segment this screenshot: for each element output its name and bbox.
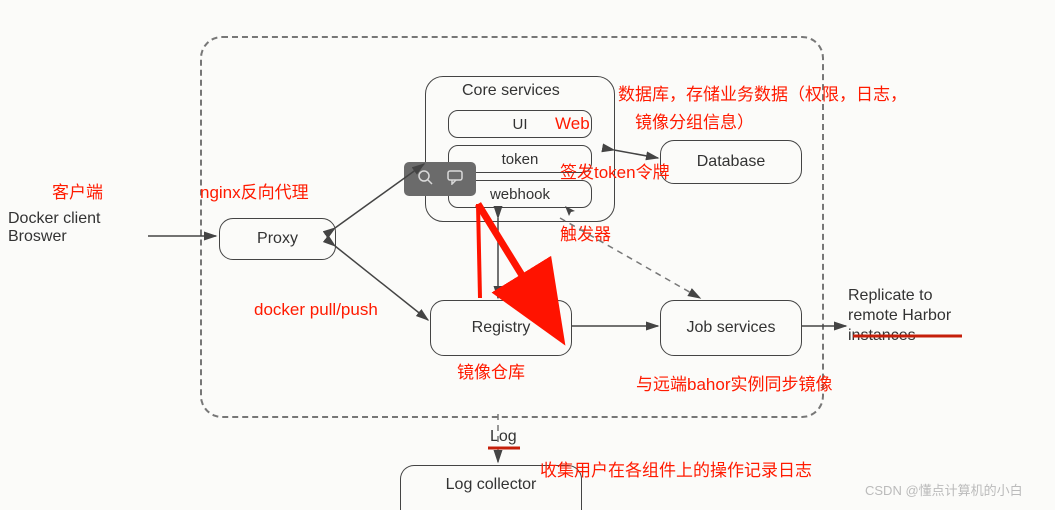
proxy-label: Proxy [257,230,298,248]
watermark: CSDN @懂点计算机的小白 [865,480,1023,499]
anno-dbinfo: 数据库，存储业务数据（权限，日志， [618,80,907,105]
core-ui-label: UI [513,116,528,133]
anno-dbinfo2: 镜像分组信息） [635,108,754,133]
anno-nginx: nginx反向代理 [200,178,309,203]
registry-label: Registry [472,319,531,337]
anno-web: Web [555,114,590,134]
anno-pullpush: docker pull/push [254,300,378,320]
docker-client-line1: Docker client [8,210,148,228]
core-services-title: Core services [462,82,560,100]
core-token-label: token [502,151,539,168]
anno-token: 签发token令牌 [560,158,670,183]
job-services-node: Job services [660,300,802,356]
database-label: Database [697,153,766,171]
replicate-line3: instances [848,326,1018,346]
log-collector-label: Log collector [446,476,537,494]
proxy-node: Proxy [219,218,336,260]
floating-toolbar[interactable] [404,162,476,196]
anno-regcn: 镜像仓库 [457,358,525,383]
replicate-line2: remote Harbor [848,306,1018,326]
replicate-text: Replicate to remote Harbor instances [848,286,1018,346]
core-webhook-label: webhook [490,186,550,203]
docker-client-node: Docker client Broswer [8,210,148,246]
replicate-line1: Replicate to [848,286,1018,306]
log-label: Log [490,428,517,446]
anno-sync: 与远端bahor实例同步镜像 [636,370,832,395]
anno-client: 客户端 [52,178,103,203]
anno-trigger: 触发器 [560,220,611,245]
registry-node: Registry [430,300,572,356]
anno-logcn: 收集用户在各组件上的操作记录日志 [540,456,812,481]
search-icon[interactable] [417,169,433,190]
docker-client-line2: Broswer [8,228,148,246]
job-services-label: Job services [687,319,776,337]
database-node: Database [660,140,802,184]
comment-icon[interactable] [447,169,463,190]
